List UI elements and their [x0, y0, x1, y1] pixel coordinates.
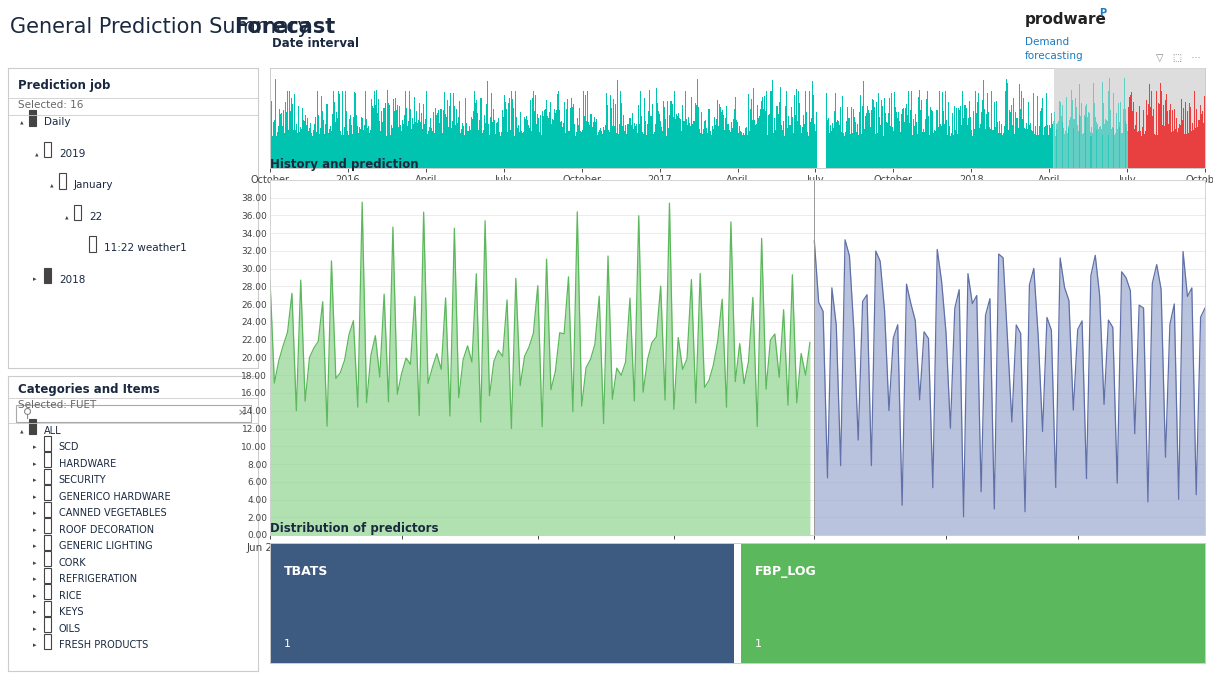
- Text: ROOF DECORATION: ROOF DECORATION: [58, 525, 154, 534]
- Bar: [16, 405, 251, 422]
- Bar: [270, 543, 734, 663]
- Bar: [59, 173, 67, 188]
- Text: History and prediction: History and prediction: [270, 158, 418, 171]
- Bar: [44, 617, 51, 632]
- Text: prodware: prodware: [1025, 12, 1106, 27]
- Text: ▸: ▸: [33, 643, 36, 648]
- Text: ALL: ALL: [44, 426, 62, 436]
- Bar: [741, 543, 1205, 663]
- Text: ✕: ✕: [238, 408, 246, 418]
- Bar: [44, 518, 51, 533]
- Bar: [44, 268, 51, 283]
- Bar: [29, 420, 36, 434]
- Text: ▸: ▸: [33, 444, 36, 450]
- Text: Categories and Items: Categories and Items: [18, 384, 160, 396]
- Text: 11:22 weather1: 11:22 weather1: [104, 243, 187, 253]
- Bar: [29, 110, 36, 126]
- Bar: [44, 502, 51, 517]
- Text: Selected: 16: Selected: 16: [18, 99, 84, 109]
- Text: Demand
forecasting: Demand forecasting: [1025, 37, 1083, 61]
- Text: Selected: FUET: Selected: FUET: [18, 401, 96, 410]
- Text: Date interval: Date interval: [272, 37, 359, 50]
- Text: 2018: 2018: [58, 275, 85, 284]
- Text: ▸: ▸: [33, 560, 36, 566]
- Bar: [44, 535, 51, 549]
- Text: OILS: OILS: [58, 624, 81, 634]
- Text: ⚲: ⚲: [23, 407, 32, 420]
- Text: January: January: [74, 180, 113, 190]
- Text: ▸: ▸: [33, 460, 36, 466]
- Text: CANNED VEGETABLES: CANNED VEGETABLES: [58, 508, 166, 518]
- Text: ▸: ▸: [33, 494, 36, 500]
- Bar: [44, 469, 51, 483]
- Text: 1: 1: [284, 639, 291, 649]
- Text: ▸: ▸: [33, 527, 36, 532]
- Text: ◂: ◂: [18, 120, 24, 124]
- Text: GENERIC LIGHTING: GENERIC LIGHTING: [58, 541, 153, 551]
- Text: ▸: ▸: [33, 277, 36, 282]
- Text: 1: 1: [756, 639, 762, 649]
- Text: SECURITY: SECURITY: [58, 475, 107, 485]
- Bar: [44, 551, 51, 566]
- Text: General Prediction Summary: General Prediction Summary: [10, 17, 317, 37]
- Text: REFRIGERATION: REFRIGERATION: [58, 574, 137, 584]
- Bar: [44, 486, 51, 500]
- Text: Daily: Daily: [44, 117, 70, 127]
- Text: TBATS: TBATS: [284, 564, 329, 577]
- Text: FBP_LOG: FBP_LOG: [756, 564, 818, 577]
- Bar: [44, 584, 51, 599]
- Text: ◂: ◂: [49, 183, 55, 187]
- Bar: [44, 436, 51, 451]
- Bar: [90, 237, 96, 252]
- Text: ▸: ▸: [33, 609, 36, 615]
- Text: CORK: CORK: [58, 558, 86, 568]
- Text: ◂: ◂: [63, 215, 69, 218]
- Text: ▽   ⬚   ···: ▽ ⬚ ···: [1156, 53, 1200, 63]
- Bar: [44, 452, 51, 467]
- Text: P: P: [1099, 8, 1106, 18]
- Text: ▸: ▸: [33, 626, 36, 632]
- Text: SCD: SCD: [58, 442, 79, 452]
- Text: GENERICO HARDWARE: GENERICO HARDWARE: [58, 492, 170, 502]
- Bar: [74, 205, 81, 220]
- Bar: [44, 634, 51, 649]
- Text: Forecast: Forecast: [234, 17, 335, 37]
- Text: RICE: RICE: [58, 591, 81, 600]
- Text: ◂: ◂: [18, 429, 24, 432]
- Bar: [44, 568, 51, 583]
- Text: KEYS: KEYS: [58, 607, 84, 617]
- Text: FRESH PRODUCTS: FRESH PRODUCTS: [58, 641, 148, 650]
- Text: 22: 22: [89, 211, 102, 222]
- Text: ◂: ◂: [33, 152, 39, 155]
- Text: ▸: ▸: [33, 576, 36, 582]
- Bar: [44, 142, 51, 157]
- Text: Prediction job: Prediction job: [18, 78, 110, 92]
- Bar: [44, 601, 51, 616]
- Text: Distribution of predictors: Distribution of predictors: [270, 522, 439, 534]
- Text: ▸: ▸: [33, 510, 36, 516]
- Text: ▸: ▸: [33, 593, 36, 599]
- Bar: [1054, 63, 1205, 168]
- Text: 2019: 2019: [58, 148, 85, 158]
- Text: ▸: ▸: [33, 477, 36, 483]
- Text: HARDWARE: HARDWARE: [58, 458, 116, 469]
- Text: ▸: ▸: [33, 543, 36, 549]
